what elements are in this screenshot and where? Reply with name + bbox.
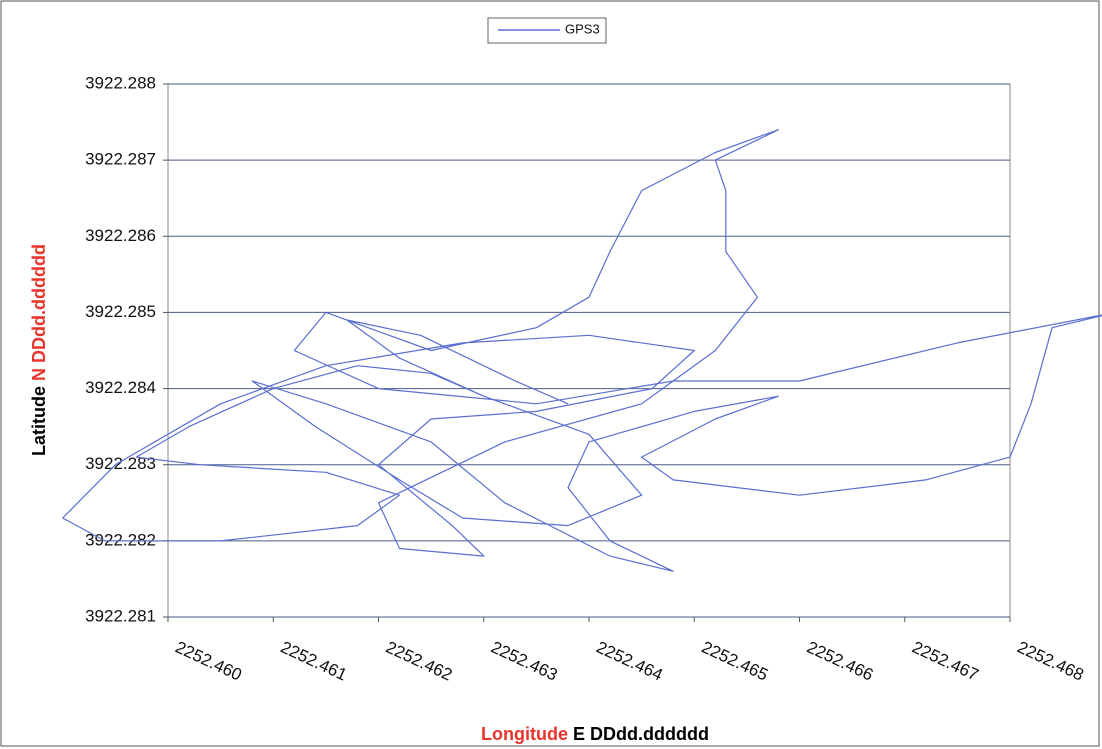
plot-area bbox=[167, 83, 1011, 618]
y-tick-label: 3922.284 bbox=[85, 378, 156, 397]
x-label-part: E DDdd.dddddd bbox=[573, 724, 709, 744]
y-axis-title: Latitude N DDdd.dddddd bbox=[29, 244, 49, 456]
y-tick-label: 3922.287 bbox=[85, 150, 156, 169]
y-tick-label: 3922.282 bbox=[85, 530, 156, 549]
y-tick-label: 3922.283 bbox=[85, 454, 156, 473]
legend: GPS3 bbox=[487, 17, 607, 44]
track-line bbox=[62, 129, 1102, 572]
legend-label: GPS3 bbox=[565, 21, 600, 36]
y-tick-label: 3922.285 bbox=[85, 302, 156, 321]
x-label-part: Longitude bbox=[481, 724, 568, 744]
y-tick-label: 3922.288 bbox=[85, 73, 156, 92]
y-tick-label: 3922.281 bbox=[85, 606, 156, 625]
y-tick-label: 3922.286 bbox=[85, 226, 156, 245]
x-axis-title: Longitude E DDdd.dddddd bbox=[481, 724, 709, 744]
y-label-part: N DDdd.dddddd bbox=[29, 244, 49, 381]
y-label-part: Latitude bbox=[29, 386, 49, 456]
